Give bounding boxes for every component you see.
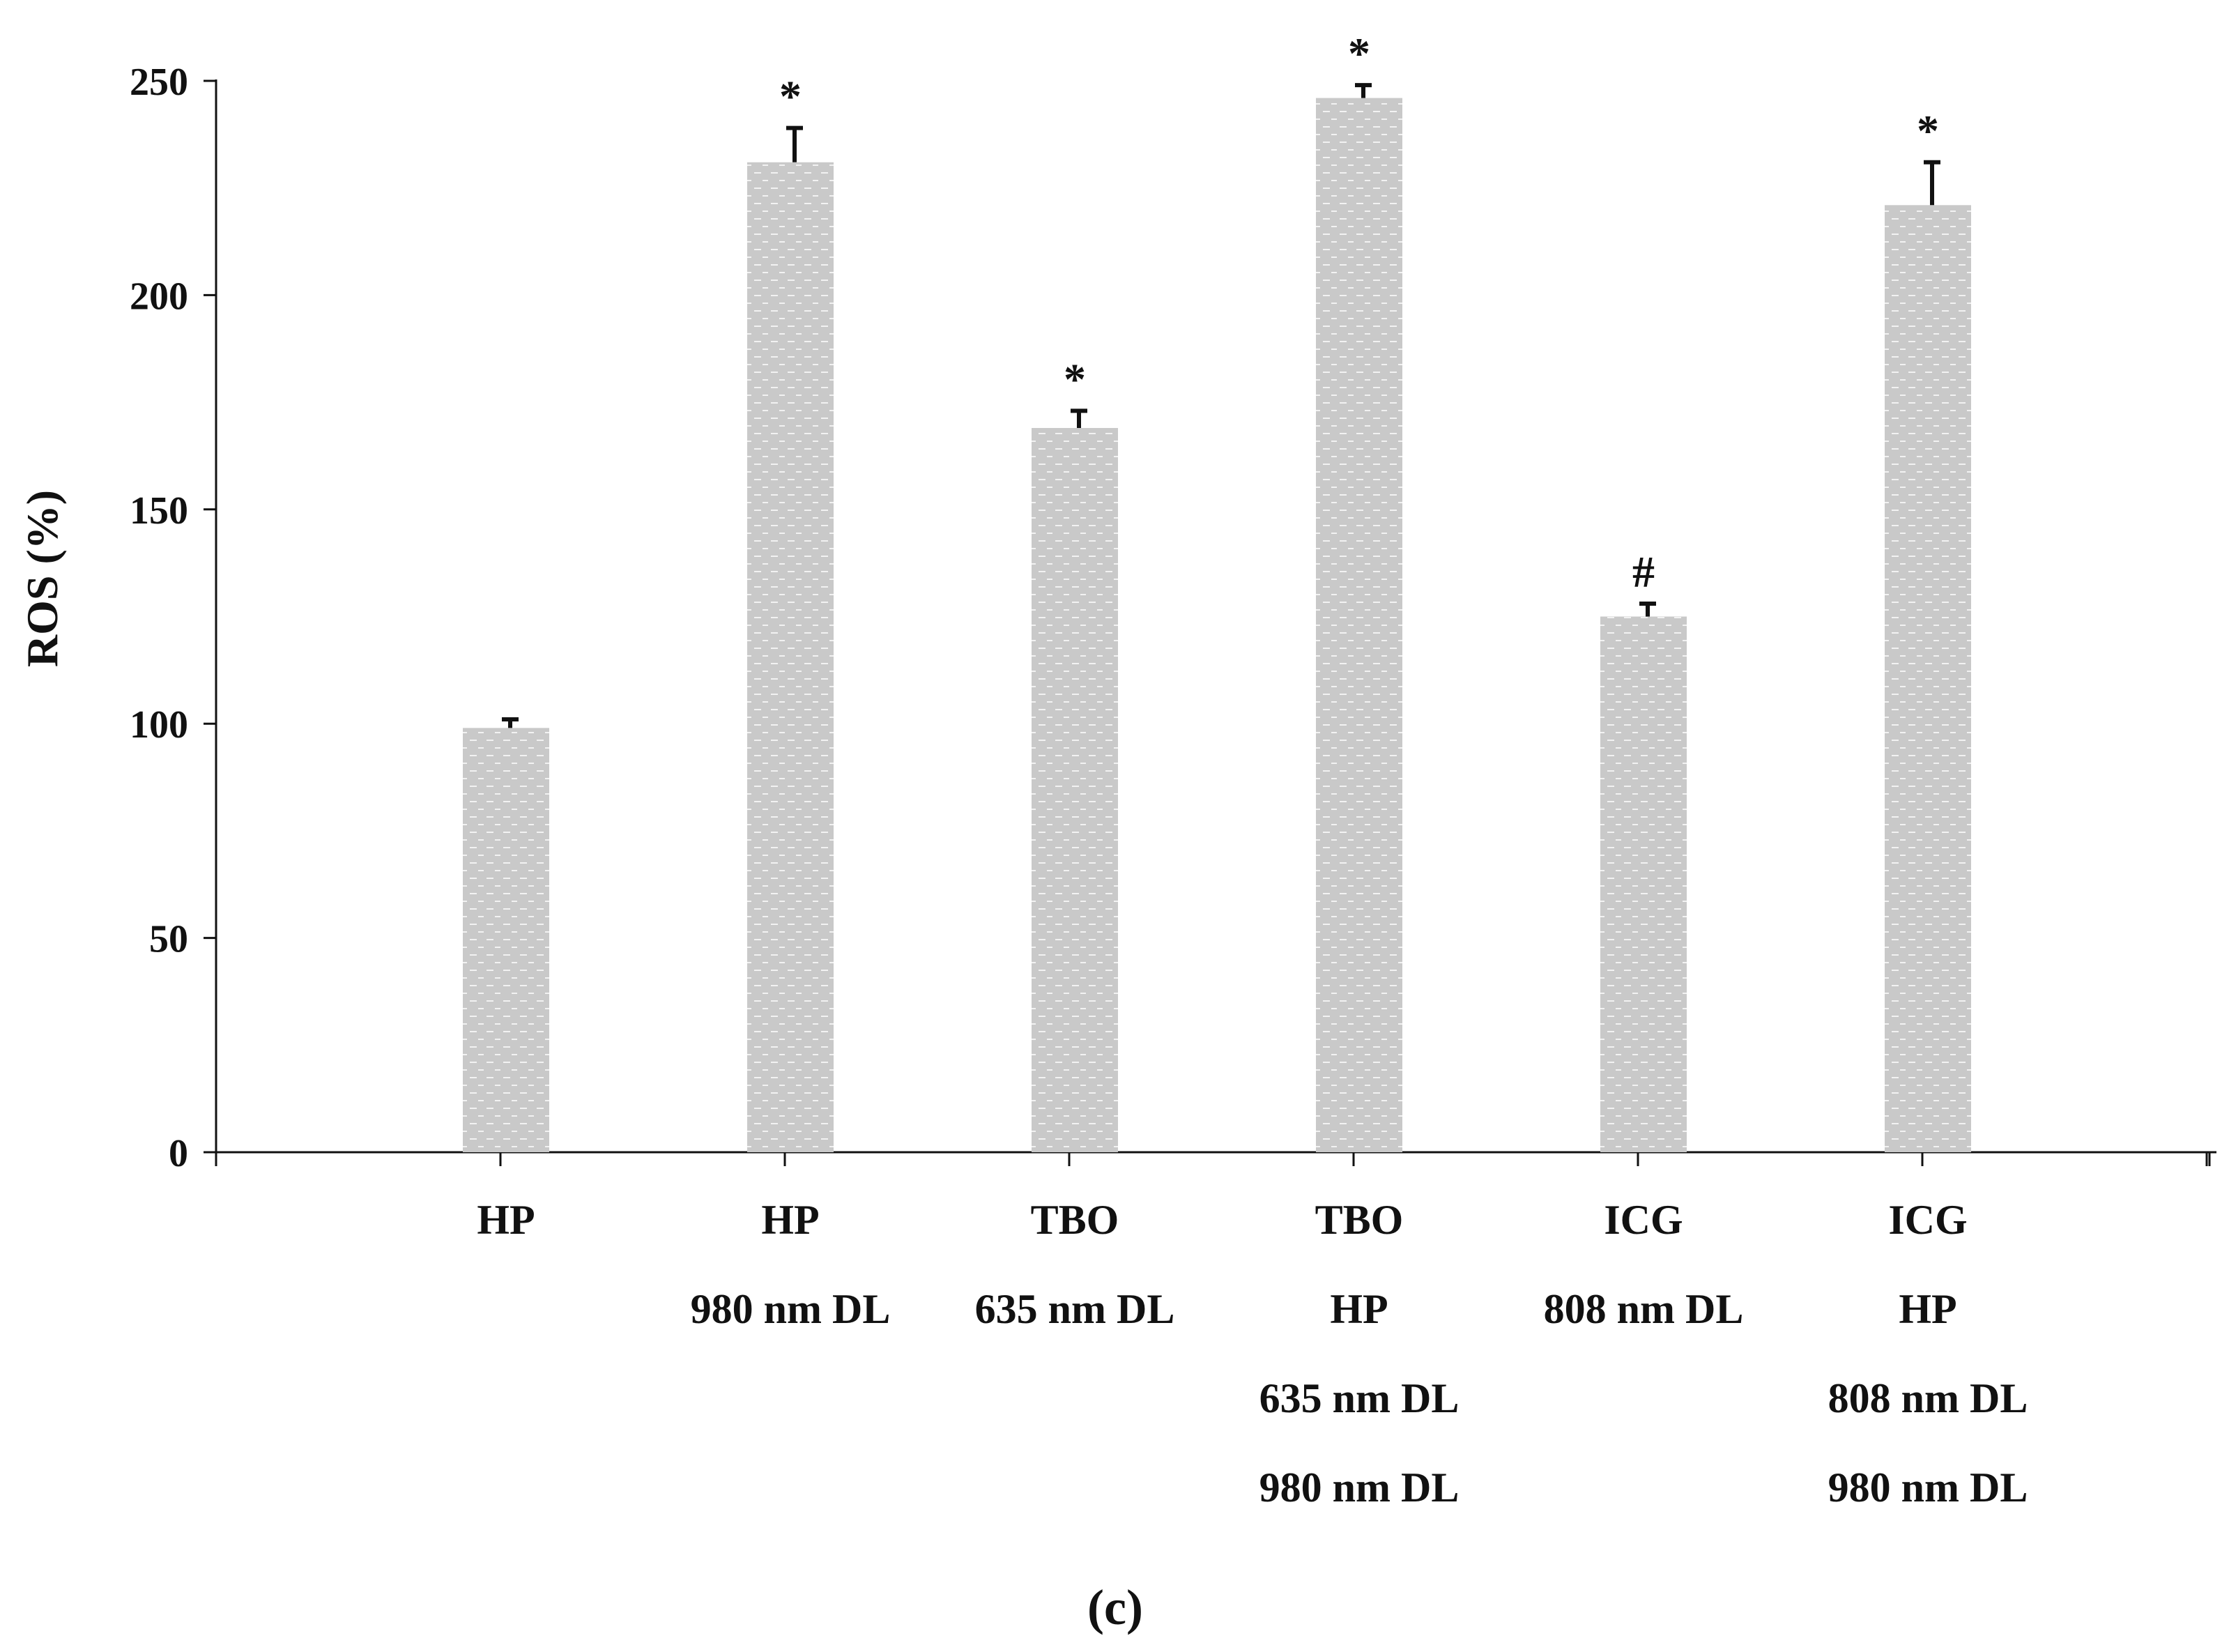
x-category-label-line: HP — [1330, 1286, 1388, 1332]
x-category-label-line: HP — [1899, 1286, 1956, 1332]
x-category-label-line: ICG — [1888, 1197, 1967, 1243]
bar — [1316, 98, 1402, 1152]
significance-marker: * — [1064, 354, 1086, 404]
x-category-label: TBO 635 nm DL — [975, 1197, 1175, 1332]
x-category-label: ICG HP 808 nm DL 980 nm DL — [1828, 1197, 2028, 1510]
x-category-label-line: 980 nm DL — [1259, 1464, 1460, 1510]
axes: 0 50 100 150 200 250 — [130, 61, 2216, 1175]
labels: HP * HP 980 nm DL * TBO 635 nm DL * TBO HP 635 nm … — [477, 29, 2028, 1510]
y-tick-label: 50 — [149, 918, 188, 961]
bar — [1885, 205, 1971, 1152]
x-category-label-line: 635 nm DL — [1259, 1375, 1460, 1421]
x-category-label-line: HP — [761, 1197, 819, 1243]
bar — [1600, 616, 1687, 1152]
x-category-label-line: 980 nm DL — [691, 1286, 891, 1332]
x-category-label: HP 980 nm DL — [691, 1197, 891, 1332]
x-category-label-line: HP — [477, 1197, 535, 1243]
y-tick-label: 250 — [130, 61, 188, 104]
bar — [747, 162, 834, 1152]
significance-marker: # — [1632, 547, 1655, 597]
bars — [463, 83, 1971, 1152]
x-category-label-line: 808 nm DL — [1828, 1375, 2028, 1421]
y-axis-label: ROS (%) — [17, 490, 67, 667]
x-category-label: HP — [477, 1197, 535, 1243]
x-category-label: TBO HP 635 nm DL 980 nm DL — [1259, 1197, 1460, 1510]
figure-caption: (c) — [1087, 1580, 1143, 1635]
significance-marker: * — [779, 72, 802, 121]
bar — [463, 728, 549, 1152]
x-category-label-line: 635 nm DL — [975, 1286, 1175, 1332]
significance-marker: * — [1917, 106, 1939, 155]
bar — [1032, 427, 1118, 1152]
y-tick-label: 200 — [130, 275, 188, 318]
y-tick-label: 150 — [130, 489, 188, 533]
x-category-label-line: 808 nm DL — [1544, 1286, 1744, 1332]
significance-marker: * — [1348, 29, 1370, 78]
x-category-label-line: TBO — [1031, 1197, 1119, 1243]
y-tick-label: 100 — [130, 703, 188, 747]
x-category-label-line: ICG — [1604, 1197, 1683, 1243]
y-tick-label: 0 — [169, 1132, 188, 1175]
x-category-label-line: 980 nm DL — [1828, 1464, 2028, 1510]
x-category-label-line: TBO — [1315, 1197, 1404, 1243]
x-category-label: ICG 808 nm DL — [1544, 1197, 1744, 1332]
